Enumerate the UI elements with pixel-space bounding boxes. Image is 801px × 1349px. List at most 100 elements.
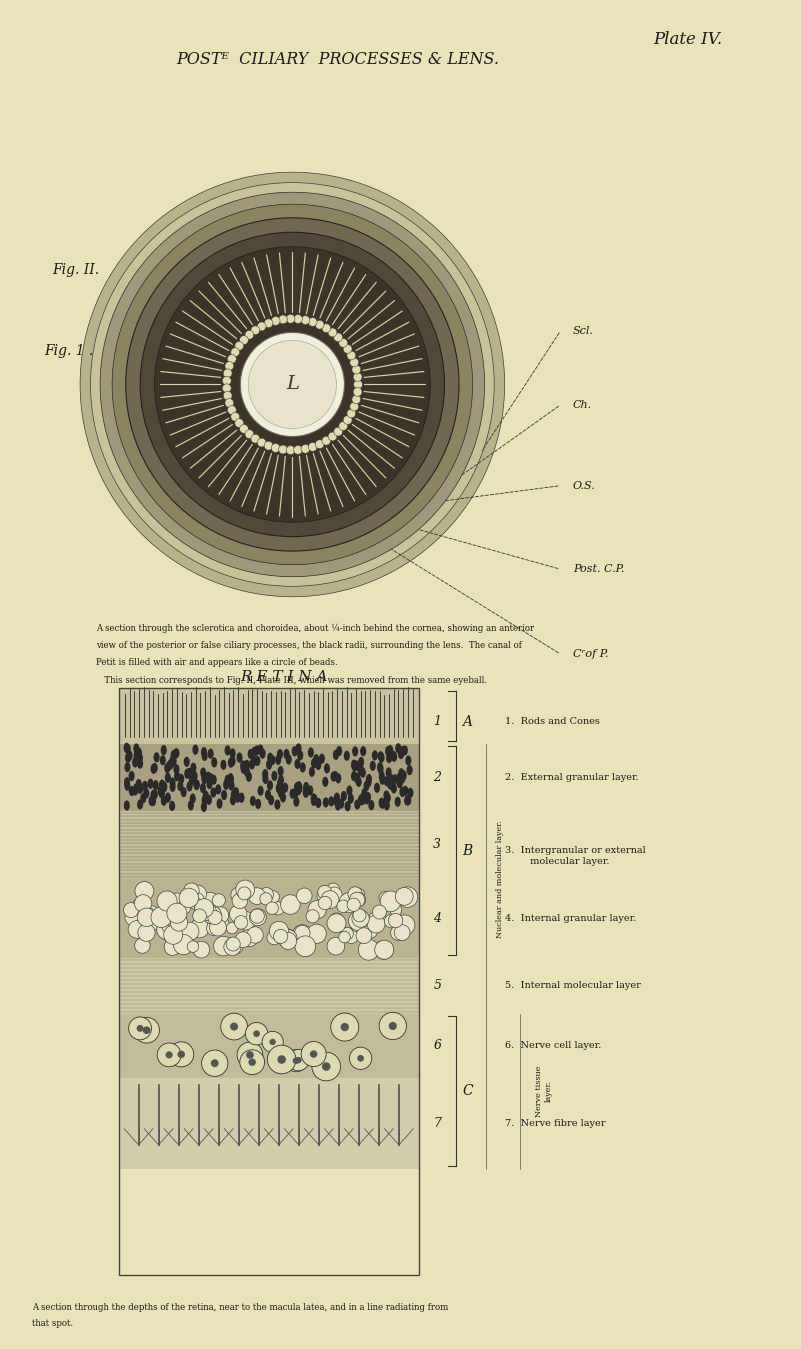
Circle shape	[366, 774, 372, 784]
Ellipse shape	[248, 888, 265, 904]
Circle shape	[164, 764, 171, 773]
Ellipse shape	[227, 355, 236, 363]
Ellipse shape	[157, 1043, 181, 1067]
Circle shape	[357, 765, 364, 774]
Ellipse shape	[339, 422, 348, 430]
Circle shape	[388, 774, 394, 785]
Circle shape	[389, 781, 396, 791]
Circle shape	[150, 796, 156, 807]
Circle shape	[336, 773, 341, 784]
Circle shape	[354, 773, 360, 784]
Ellipse shape	[138, 900, 150, 911]
Circle shape	[227, 774, 234, 785]
Ellipse shape	[353, 372, 362, 382]
Circle shape	[127, 750, 133, 761]
Ellipse shape	[253, 1031, 260, 1037]
Text: 6: 6	[433, 1040, 441, 1052]
Circle shape	[323, 797, 329, 808]
Circle shape	[377, 764, 384, 774]
Circle shape	[262, 769, 268, 780]
Ellipse shape	[295, 925, 310, 940]
Circle shape	[296, 785, 301, 795]
Circle shape	[240, 761, 246, 770]
Circle shape	[402, 785, 409, 796]
Circle shape	[137, 799, 143, 809]
Ellipse shape	[343, 928, 359, 943]
Circle shape	[312, 795, 317, 804]
Text: Ch.: Ch.	[573, 399, 592, 410]
Circle shape	[360, 746, 366, 757]
Ellipse shape	[214, 936, 233, 956]
Ellipse shape	[268, 1045, 296, 1074]
Circle shape	[370, 761, 376, 770]
Circle shape	[255, 799, 261, 809]
Circle shape	[174, 772, 180, 781]
Circle shape	[220, 759, 227, 770]
Circle shape	[137, 753, 143, 764]
Circle shape	[294, 782, 300, 792]
Circle shape	[125, 753, 131, 764]
Text: Fig. 1 .: Fig. 1 .	[44, 344, 94, 357]
Circle shape	[380, 799, 385, 809]
Ellipse shape	[331, 1013, 359, 1041]
Ellipse shape	[173, 935, 194, 955]
Ellipse shape	[135, 882, 154, 901]
Circle shape	[257, 745, 264, 754]
Circle shape	[206, 795, 212, 805]
Ellipse shape	[391, 925, 405, 940]
Circle shape	[303, 786, 309, 797]
Circle shape	[364, 795, 370, 804]
Circle shape	[159, 755, 166, 765]
Circle shape	[400, 770, 407, 781]
Ellipse shape	[91, 182, 494, 587]
Ellipse shape	[349, 892, 364, 908]
Ellipse shape	[193, 909, 207, 923]
Ellipse shape	[260, 888, 273, 901]
Text: 2: 2	[433, 772, 441, 784]
Circle shape	[346, 785, 352, 796]
Ellipse shape	[396, 888, 413, 905]
Circle shape	[328, 796, 334, 807]
Ellipse shape	[181, 923, 199, 940]
Circle shape	[338, 799, 344, 808]
Circle shape	[233, 786, 239, 797]
Ellipse shape	[279, 316, 288, 324]
Ellipse shape	[235, 418, 244, 428]
Circle shape	[230, 749, 235, 758]
Circle shape	[311, 796, 317, 805]
Ellipse shape	[327, 884, 340, 896]
Circle shape	[251, 755, 257, 766]
Circle shape	[352, 761, 358, 772]
Circle shape	[191, 762, 196, 773]
Ellipse shape	[356, 928, 372, 943]
Circle shape	[252, 747, 257, 757]
Circle shape	[158, 786, 163, 796]
Circle shape	[275, 800, 280, 809]
Circle shape	[124, 762, 131, 772]
Bar	[119, 878, 419, 958]
Ellipse shape	[200, 904, 217, 921]
Circle shape	[173, 749, 179, 758]
Circle shape	[123, 800, 130, 811]
Circle shape	[183, 757, 190, 768]
Ellipse shape	[245, 331, 254, 339]
Circle shape	[200, 768, 207, 777]
Circle shape	[124, 781, 131, 791]
Circle shape	[161, 745, 167, 755]
Ellipse shape	[163, 907, 179, 923]
Ellipse shape	[126, 217, 459, 552]
Ellipse shape	[280, 894, 300, 915]
Ellipse shape	[195, 898, 214, 917]
Ellipse shape	[230, 1023, 238, 1031]
Circle shape	[398, 749, 404, 759]
Circle shape	[390, 751, 396, 761]
Text: Fig. II.: Fig. II.	[52, 263, 99, 277]
Text: A section through the sclerotica and choroidea, about ¼-inch behind the cornea, : A section through the sclerotica and cho…	[96, 623, 534, 633]
Circle shape	[400, 746, 405, 757]
Ellipse shape	[251, 434, 260, 442]
Circle shape	[173, 764, 179, 774]
Ellipse shape	[316, 320, 324, 329]
Ellipse shape	[343, 344, 352, 353]
Circle shape	[224, 774, 231, 785]
Circle shape	[171, 755, 177, 766]
